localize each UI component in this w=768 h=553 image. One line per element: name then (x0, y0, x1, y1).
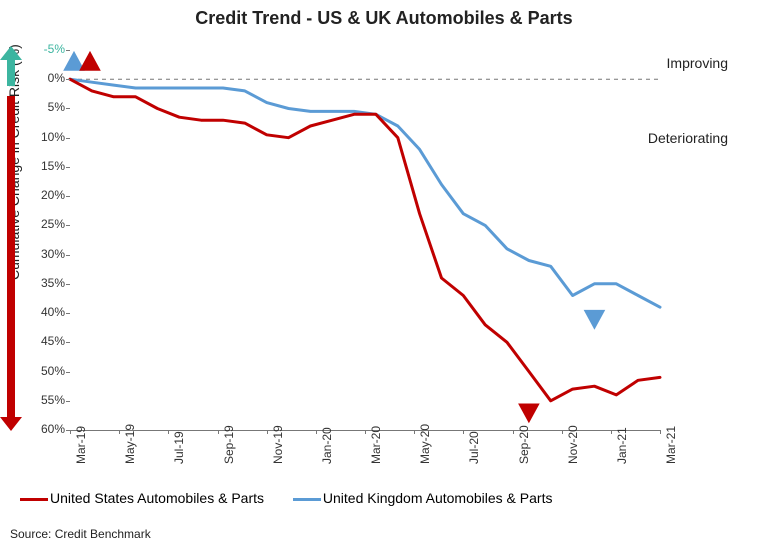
y-tick-label: 0% (25, 71, 65, 85)
y-tick-label: 5% (25, 100, 65, 114)
x-tick-label: Mar-19 (74, 426, 88, 464)
x-tick-label: Mar-20 (369, 426, 383, 464)
improving-arrow-icon (0, 46, 22, 86)
legend-item-us: United States Automobiles & Parts (20, 490, 264, 506)
y-tick-label: 25% (25, 217, 65, 231)
x-tick-label: Jan-20 (320, 427, 334, 464)
deteriorating-arrow-icon (0, 96, 22, 431)
y-tick-label: -5% (25, 42, 65, 56)
y-tick-label: 15% (25, 159, 65, 173)
y-tick-label: 30% (25, 247, 65, 261)
chart-container: Credit Trend - US & UK Automobiles & Par… (0, 0, 768, 553)
y-tick-label: 60% (25, 422, 65, 436)
y-tick-label: 35% (25, 276, 65, 290)
legend-swatch-us (20, 498, 48, 501)
legend-swatch-uk (293, 498, 321, 501)
legend-label-uk: United Kingdom Automobiles & Parts (323, 490, 553, 506)
x-tick-label: Sep-19 (222, 425, 236, 464)
legend: United States Automobiles & Parts United… (20, 490, 577, 506)
y-tick-label: 55% (25, 393, 65, 407)
source-text: Source: Credit Benchmark (10, 527, 151, 541)
x-tick-label: May-19 (123, 424, 137, 464)
plot-area: -5%0%5%10%15%20%25%30%35%40%45%50%55%60%… (70, 50, 660, 431)
improving-label: Improving (667, 55, 728, 71)
x-tick-label: Sep-20 (517, 425, 531, 464)
deteriorating-label: Deteriorating (648, 130, 728, 146)
x-tick-label: Jan-21 (615, 427, 629, 464)
x-tick-label: May-20 (418, 424, 432, 464)
x-tick-label: Jul-19 (172, 431, 186, 464)
y-tick-label: 45% (25, 334, 65, 348)
chart-title: Credit Trend - US & UK Automobiles & Par… (0, 8, 768, 29)
y-tick-label: 40% (25, 305, 65, 319)
legend-item-uk: United Kingdom Automobiles & Parts (293, 490, 553, 506)
y-tick-label: 50% (25, 364, 65, 378)
y-tick-label: 20% (25, 188, 65, 202)
x-tick-label: Jul-20 (467, 431, 481, 464)
x-tick-label: Nov-20 (566, 425, 580, 464)
legend-label-us: United States Automobiles & Parts (50, 490, 264, 506)
x-tick-label: Nov-19 (271, 425, 285, 464)
x-tick-label: Mar-21 (664, 426, 678, 464)
y-tick-label: 10% (25, 130, 65, 144)
plot-svg (70, 50, 660, 430)
